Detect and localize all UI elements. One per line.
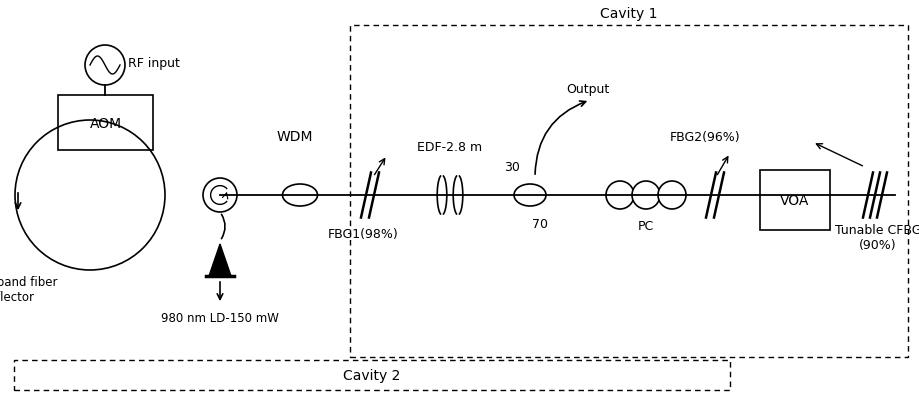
Text: Output: Output — [566, 83, 609, 96]
Circle shape — [631, 181, 659, 209]
Text: Cavity 1: Cavity 1 — [599, 7, 657, 21]
Text: Cavity 2: Cavity 2 — [343, 368, 401, 382]
Text: VOA: VOA — [779, 194, 809, 207]
Text: PC: PC — [637, 220, 653, 232]
Text: FBG2(96%): FBG2(96%) — [669, 131, 740, 144]
Text: 980 nm LD-150 mW: 980 nm LD-150 mW — [161, 311, 278, 324]
Text: WDM: WDM — [277, 130, 312, 144]
Text: 30: 30 — [504, 161, 519, 174]
Bar — [14, 360, 729, 390]
Ellipse shape — [282, 185, 317, 207]
Bar — [759, 171, 829, 230]
Bar — [349, 26, 907, 357]
Text: 70: 70 — [531, 217, 548, 230]
Text: RF input: RF input — [128, 58, 180, 70]
Polygon shape — [209, 244, 231, 276]
Text: AOM: AOM — [89, 116, 121, 130]
Text: Broadband fiber
reflector: Broadband fiber reflector — [0, 275, 58, 303]
Text: EDF-2.8 m: EDF-2.8 m — [417, 141, 482, 153]
Ellipse shape — [514, 185, 545, 207]
Text: Tunable CFBG
(90%): Tunable CFBG (90%) — [834, 224, 919, 252]
Bar — [58, 96, 153, 151]
Text: FBG1(98%): FBG1(98%) — [327, 228, 398, 241]
Circle shape — [657, 181, 686, 209]
Circle shape — [606, 181, 633, 209]
Circle shape — [203, 179, 237, 213]
